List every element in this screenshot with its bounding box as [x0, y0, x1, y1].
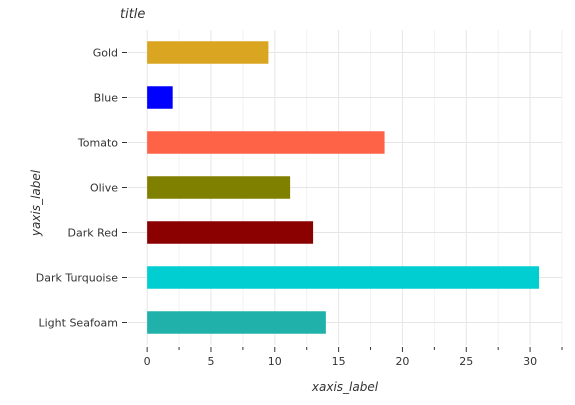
y-axis: Light Seafoam Dark Turquoise Dark Red Olive… — [36, 47, 127, 330]
y-category-label: Blue — [94, 92, 119, 105]
y-category-label: Tomato — [77, 137, 118, 150]
y-category-label: Light Seafoam — [39, 317, 119, 330]
bar-olive — [147, 176, 291, 199]
x-tick-label: 10 — [268, 355, 282, 368]
x-tick-label: 30 — [523, 355, 537, 368]
bars — [147, 41, 540, 334]
x-tick-label: 5 — [207, 355, 214, 368]
x-tick-label: 20 — [395, 355, 409, 368]
x-axis: 0 5 10 15 20 25 30 — [144, 347, 563, 368]
y-category-label: Olive — [90, 182, 118, 195]
x-axis-title: xaxis_label — [311, 380, 379, 394]
bar-light-seafoam — [147, 311, 326, 334]
y-axis-title: yaxis_label — [29, 169, 43, 237]
bar-tomato — [147, 131, 385, 154]
x-tick-label: 25 — [459, 355, 473, 368]
bar-blue — [147, 86, 173, 109]
bar-dark-turquoise — [147, 266, 540, 289]
chart-title: title — [120, 7, 145, 22]
grid — [128, 30, 563, 345]
bar-gold — [147, 41, 269, 64]
x-tick-label: 0 — [144, 355, 151, 368]
x-tick-label: 15 — [332, 355, 346, 368]
y-category-label: Dark Turquoise — [36, 272, 118, 285]
bar-dark-red — [147, 221, 314, 244]
y-category-label: Gold — [93, 47, 118, 60]
y-category-label: Dark Red — [68, 227, 119, 240]
